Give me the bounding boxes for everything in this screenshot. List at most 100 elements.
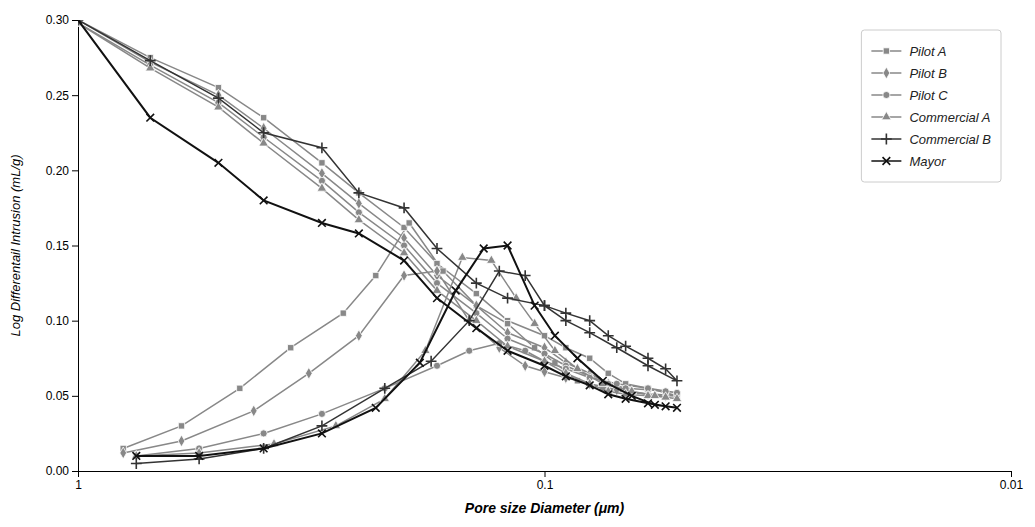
series-marker [288,345,294,351]
legend-label: Commercial A [909,110,990,125]
y-axis-line [72,21,79,472]
series-marker [541,362,549,370]
series-marker [584,315,595,326]
series-marker [573,363,583,371]
legend-swatch-marker [882,111,892,119]
x-axis-title: Pore size Diameter (μm) [465,500,625,516]
series-marker [586,381,594,389]
chart: 10.10.010.000.050.100.150.200.250.30Pilo… [0,0,1035,527]
legend-label: Mayor [909,154,946,169]
series-marker [215,159,223,167]
legend-item: Mayor [871,154,946,169]
legend-box [861,30,1001,182]
y-axis-tick-label: 0.05 [46,389,70,403]
series-marker [373,272,379,278]
series-marker [560,315,571,326]
series-marker [458,252,468,260]
series [78,20,680,459]
y-axis-tick: 0.00 [46,464,78,478]
series-marker [354,214,364,222]
x-axis-tick-label: 0.01 [1000,478,1024,492]
y-axis-tick: 0.15 [46,239,78,253]
legend-item: Pilot A [871,44,946,59]
series-marker [574,354,582,362]
series-marker [78,20,82,24]
legend-swatch-marker [881,134,892,145]
series-marker [401,270,408,282]
series-marker [131,450,141,458]
series-marker [651,401,659,409]
series-marker [399,203,410,214]
y-axis-tick-mark [72,20,78,21]
series-marker [562,372,570,380]
x-axis-tick: 1 [75,471,82,492]
series-marker [260,115,266,121]
series-marker [672,375,683,386]
legend-label: Pilot B [909,66,947,81]
series-marker [406,220,412,226]
series-marker [318,219,326,227]
legend-label: Commercial B [909,132,991,147]
y-axis-tick-mark [72,471,78,472]
series-marker [416,359,424,367]
series-marker [132,452,140,460]
series-line [78,20,677,456]
y-axis-tick-mark [72,246,78,247]
series-line [78,20,677,463]
x-axis-tick-label: 0.1 [537,478,554,492]
series-marker [661,392,671,400]
series [78,20,682,459]
series-marker [644,400,652,408]
series-marker [604,391,612,399]
y-axis-title: Log Differentail Intrusion (mL/g) [8,154,23,336]
series-marker [473,324,481,332]
y-axis-tick-label: 0.20 [46,164,70,178]
y-axis-tick-mark [72,396,78,397]
series-marker [433,294,441,302]
series-marker [672,393,682,401]
x-axis-tick-mark [1011,471,1012,477]
plot: 10.10.010.000.050.100.150.200.250.30Pilo… [46,13,1024,491]
series-marker [432,285,442,293]
series-marker [522,360,529,372]
series-marker [305,367,312,379]
series-marker [353,187,364,198]
series-marker [550,345,560,353]
legend-item: Commercial B [871,132,991,147]
series-marker [650,390,660,398]
series-marker [433,362,440,369]
series [78,20,681,460]
series-marker [466,347,473,354]
x-axis-tick: 0.01 [1000,471,1024,492]
series-marker [145,55,156,66]
series-marker [120,447,127,459]
series-marker [587,355,593,361]
series-marker [504,242,512,250]
series [78,20,682,469]
series-marker [551,332,559,340]
series-marker [472,315,482,323]
series-marker [146,114,154,122]
series-marker [250,405,257,417]
series-marker [432,243,443,254]
legend-item: Pilot C [871,88,948,103]
series-group [78,20,682,469]
series-marker [584,327,595,338]
series-marker [504,321,510,327]
series [78,20,680,452]
series-marker [426,356,437,367]
legend-swatch-marker [883,91,890,98]
series-marker [643,360,654,371]
series-marker [673,404,681,412]
series-marker [400,257,408,265]
series-marker [494,266,505,277]
series-marker [317,142,328,153]
series-marker [452,287,460,295]
legend-label: Pilot C [909,88,948,103]
series-marker [599,377,607,385]
y-axis-tick-label: 0.15 [46,239,70,253]
series-marker [340,310,346,316]
series-marker [260,197,268,205]
series-marker [178,423,184,429]
y-axis-tick: 0.05 [46,389,78,403]
